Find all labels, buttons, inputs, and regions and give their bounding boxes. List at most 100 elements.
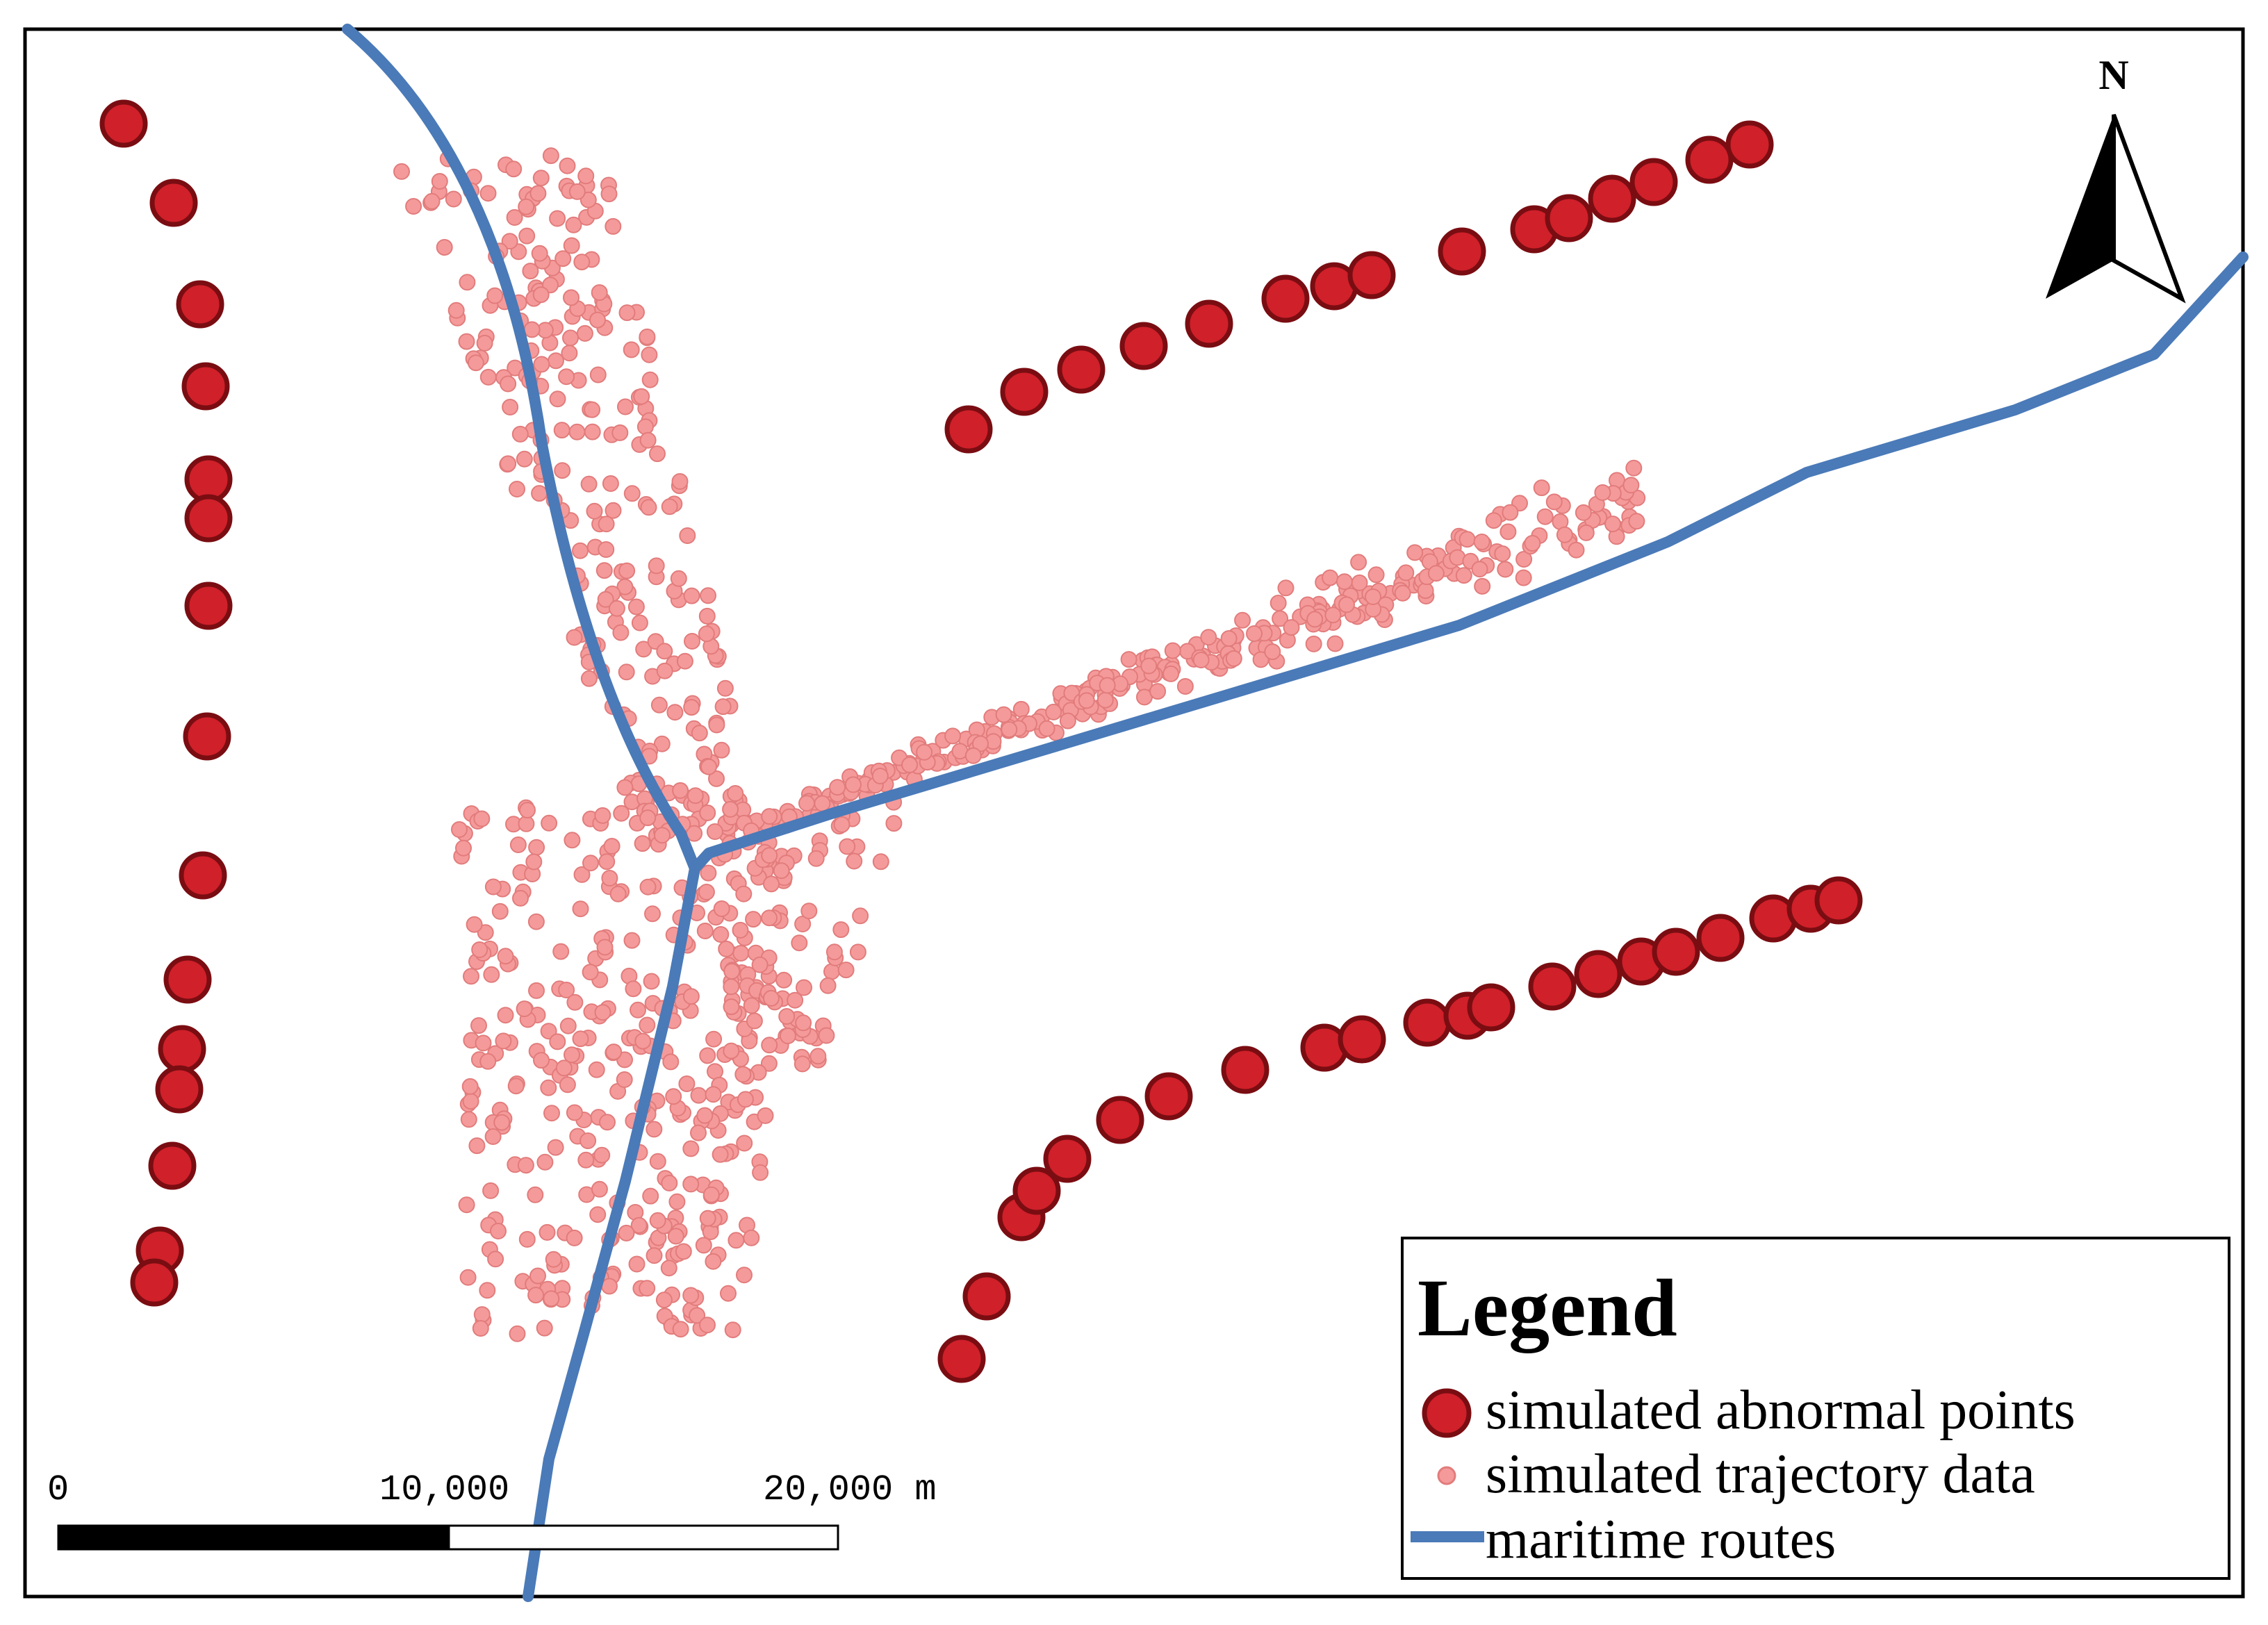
trajectory-point xyxy=(559,1076,576,1094)
trajectory-point xyxy=(654,827,671,844)
abnormal-point xyxy=(99,99,148,148)
trajectory-point xyxy=(539,1223,556,1241)
trajectory-point xyxy=(825,943,843,961)
trajectory-point xyxy=(713,741,730,759)
trajectory-point xyxy=(696,923,714,939)
trajectory-point xyxy=(445,190,462,208)
trajectory-point xyxy=(484,878,502,896)
trajectory-point xyxy=(566,1104,583,1121)
trajectory-point xyxy=(1164,642,1181,659)
abnormal-point xyxy=(155,1065,204,1114)
trajectory-point xyxy=(630,1001,646,1018)
trajectory-point xyxy=(818,1027,835,1044)
trajectory-point xyxy=(699,1047,716,1064)
trajectory-point xyxy=(668,1193,686,1210)
trajectory-point xyxy=(523,321,541,338)
trajectory-point xyxy=(698,607,716,625)
trajectory-point xyxy=(455,839,472,857)
trajectory-point xyxy=(800,902,818,920)
trajectory-point xyxy=(548,352,564,370)
trajectory-point xyxy=(1326,635,1344,652)
trajectory-point xyxy=(482,1182,500,1199)
abnormal-point xyxy=(1438,227,1486,276)
trajectory-point xyxy=(683,699,700,716)
trajectory-point xyxy=(495,1032,512,1050)
trajectory-point xyxy=(516,450,533,468)
trajectory-point xyxy=(643,973,660,990)
trajectory-point xyxy=(613,805,630,822)
trajectory-point xyxy=(635,641,652,658)
trajectory-point xyxy=(542,147,559,165)
trajectory-point xyxy=(639,1280,656,1297)
trajectory-point xyxy=(872,853,889,871)
trajectory-point xyxy=(722,800,739,818)
trajectory-point xyxy=(549,1033,566,1050)
trajectory-point xyxy=(517,1157,534,1174)
trajectory-point xyxy=(623,341,640,358)
trajectory-point xyxy=(761,909,778,927)
trajectory-point xyxy=(1575,504,1592,521)
abnormal-point xyxy=(1012,1166,1061,1215)
trajectory-point xyxy=(745,911,762,928)
trajectory-point xyxy=(1272,610,1289,627)
abnormal-point xyxy=(1185,299,1233,348)
trajectory-point xyxy=(1485,512,1502,529)
trajectory-point xyxy=(423,192,441,210)
trajectory-point xyxy=(737,1091,754,1108)
abnormal-point xyxy=(183,712,231,761)
trajectory-point xyxy=(698,625,715,643)
trajectory-point xyxy=(500,455,517,472)
trajectory-point xyxy=(552,943,570,960)
trajectory-point xyxy=(690,1087,707,1104)
trajectory-point xyxy=(712,1146,729,1163)
abnormal-point xyxy=(130,1258,179,1307)
trajectory-point xyxy=(641,346,658,363)
trajectory-point xyxy=(761,847,778,864)
trajectory-point xyxy=(763,875,780,893)
abnormal-point xyxy=(1574,950,1622,998)
trajectory-point xyxy=(691,725,708,742)
trajectory-point xyxy=(656,662,673,679)
trajectory-point xyxy=(1225,650,1242,667)
trajectory-point xyxy=(1264,643,1281,661)
trajectory-point xyxy=(690,1124,707,1141)
trajectory-point xyxy=(598,541,615,558)
trajectory-point xyxy=(752,1164,769,1181)
trajectory-point xyxy=(672,782,689,799)
trajectory-point xyxy=(601,1278,618,1295)
trajectory-point xyxy=(723,1042,740,1059)
trajectory-point xyxy=(1351,574,1368,591)
trajectory-point xyxy=(708,770,725,787)
trajectory-point xyxy=(639,1016,656,1034)
maritime-route-layer xyxy=(342,24,2249,1602)
trajectory-point xyxy=(964,747,982,764)
trajectory-point xyxy=(829,779,846,796)
trajectory-point xyxy=(553,422,570,439)
trajectory-point xyxy=(1556,526,1573,543)
trajectory-point xyxy=(518,198,535,215)
legend: Legend simulated abnormal points simulat… xyxy=(1401,1237,2230,1580)
trajectory-point xyxy=(1497,561,1514,578)
trajectory-point xyxy=(1524,535,1541,552)
trajectory-point xyxy=(598,515,615,533)
trajectory-point xyxy=(582,964,599,981)
trajectory-point xyxy=(641,371,659,388)
trajectory-point xyxy=(519,802,536,819)
abnormal-points-layer xyxy=(99,99,1863,1383)
trajectory-point xyxy=(572,1030,589,1048)
trajectory-point xyxy=(527,1287,545,1304)
trajectory-point xyxy=(702,1186,720,1203)
trajectory-point xyxy=(473,810,491,827)
trajectory-point xyxy=(502,399,519,415)
trajectory-point xyxy=(573,866,591,883)
trajectory-point xyxy=(1012,700,1030,718)
trajectory-point xyxy=(559,157,576,174)
trajectory-point xyxy=(631,614,648,632)
trajectory-layer xyxy=(393,147,1646,1342)
trajectory-point xyxy=(470,1017,487,1034)
abnormal-point xyxy=(184,581,233,630)
abnormal-point xyxy=(1221,1046,1269,1094)
trajectory-point xyxy=(687,787,704,805)
trajectory-point xyxy=(1306,611,1324,628)
trajectory-point xyxy=(1277,579,1295,597)
